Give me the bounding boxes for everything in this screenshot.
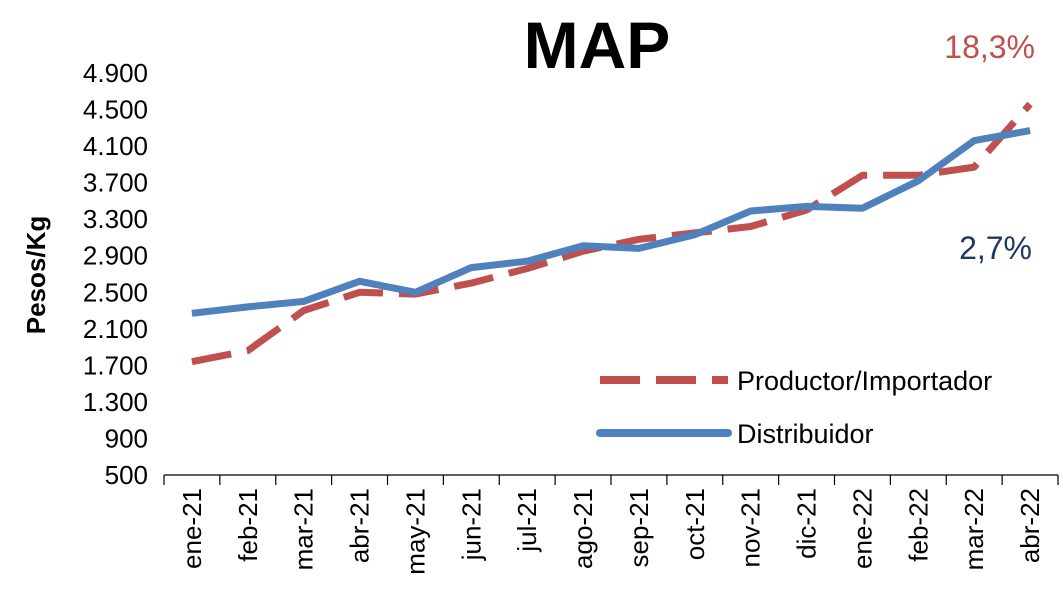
legend-label: Distribuidor <box>737 419 874 449</box>
series-line-productor-importador <box>191 101 1033 366</box>
x-tick-label: mar-22 <box>959 488 989 570</box>
legend-label: Productor/Importador <box>737 366 992 396</box>
y-tick-label: 2.900 <box>83 241 148 271</box>
y-tick-label: 500 <box>105 460 148 490</box>
x-tick-label: may-21 <box>400 488 430 575</box>
x-tick-label: ago-21 <box>568 488 598 569</box>
x-tick-label: nov-21 <box>736 488 766 568</box>
y-tick-label: 3.300 <box>83 204 148 234</box>
x-tick-label: ene-21 <box>177 488 207 569</box>
x-tick-label: abr-21 <box>345 488 375 563</box>
series-layer <box>191 101 1033 366</box>
x-tick-label: abr-22 <box>1015 488 1045 563</box>
x-axis: ene-21 feb-21 mar-21 abr-21 may-21 jun-21 jul-… <box>163 474 1059 575</box>
y-tick-label: 4.100 <box>83 131 148 161</box>
series-line-distribuidor <box>191 127 1031 317</box>
chart-title: MAP <box>524 8 671 82</box>
y-tick-label: 900 <box>105 423 148 453</box>
y-tick-label: 2.100 <box>83 314 148 344</box>
x-tick-label: feb-22 <box>903 488 933 562</box>
x-tick-label: jul-21 <box>512 488 542 553</box>
y-tick-label: 3.700 <box>83 168 148 198</box>
x-tick-label: jun-21 <box>456 488 486 561</box>
y-tick-label: 4.900 <box>83 58 148 88</box>
y-tick-label: 4.500 <box>83 95 148 125</box>
x-tick-label: mar-21 <box>289 488 319 570</box>
y-tick-labels: 4.900 4.500 4.100 3.700 3.300 2.900 2.500 2.100… <box>83 58 148 490</box>
x-tick-label: feb-21 <box>233 488 263 562</box>
y-tick-label: 2.500 <box>83 277 148 307</box>
legend: Productor/Importador Distribuidor <box>596 366 992 449</box>
x-tick-label: ene-22 <box>847 488 877 569</box>
y-tick-label: 1.700 <box>83 350 148 380</box>
annotation-distribuidor-pct: 2,7% <box>959 230 1032 266</box>
y-axis-label: Pesos/Kg <box>21 216 51 335</box>
x-tick-label: sep-21 <box>624 488 654 568</box>
x-tick-label: dic-21 <box>792 488 822 559</box>
annotation-productor-pct: 18,3% <box>944 29 1035 65</box>
y-tick-label: 1.300 <box>83 387 148 417</box>
x-tick-label: oct-21 <box>680 488 710 560</box>
